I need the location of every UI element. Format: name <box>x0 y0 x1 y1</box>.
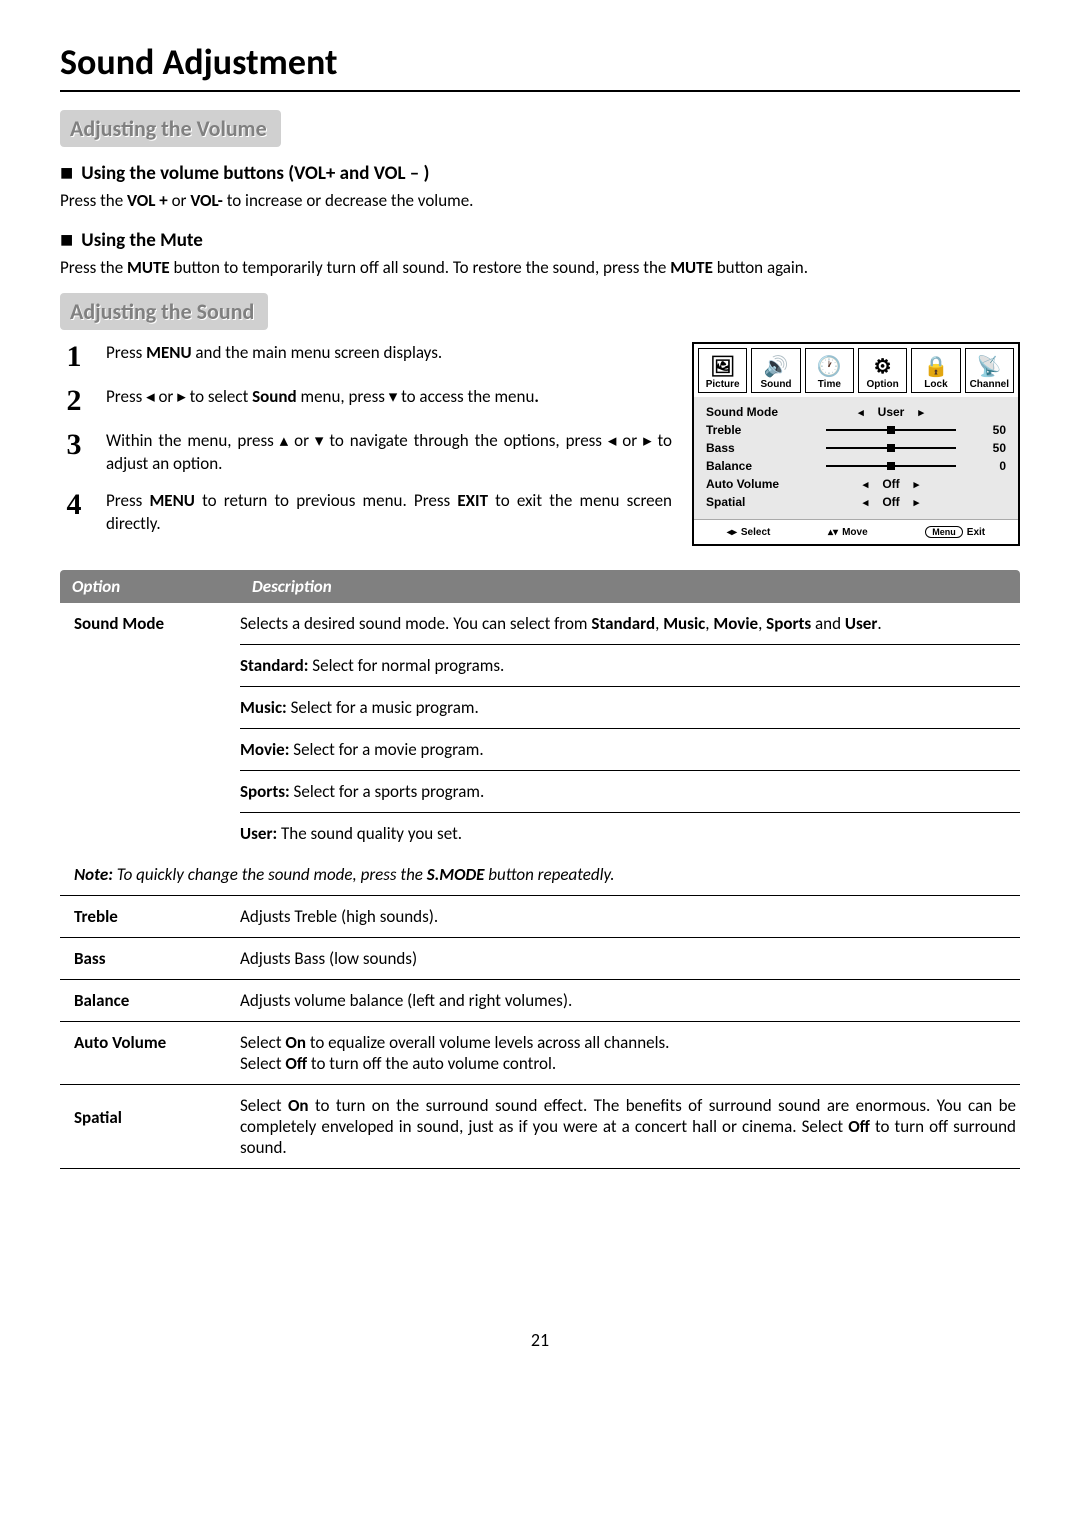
osd-tab-time: 🕐Time <box>805 348 854 393</box>
osd-row-sound-mode: Sound Mode◂User▸ <box>706 403 1006 421</box>
section-heading-sound: Adjusting the Sound <box>60 293 268 330</box>
sound-mode-sub: Sports: Select for a sports program. <box>240 771 1020 813</box>
osd-row-treble: Treble50 <box>706 421 1006 439</box>
lock-icon: 🔒 <box>912 353 959 379</box>
osd-tab-option: ⚙Option <box>858 348 907 393</box>
osd-tab-sound: 🔊Sound <box>751 348 800 393</box>
row-auto-volume: Auto Volume Select On to equalize overal… <box>60 1022 1020 1085</box>
osd-tab-lock: 🔒Lock <box>911 348 960 393</box>
time-icon: 🕐 <box>806 353 853 379</box>
osd-row-auto-volume: Auto Volume◂Off▸ <box>706 475 1006 493</box>
osd-row-bass: Bass50 <box>706 439 1006 457</box>
osd-row-balance: Balance0 <box>706 457 1006 475</box>
table-header: Option Description <box>60 570 1020 603</box>
options-table: Option Description Sound Mode Selects a … <box>60 570 1020 1169</box>
osd-screenshot: 🖼Picture🔊Sound🕐Time⚙Option🔒Lock📡Channel … <box>692 342 1020 546</box>
sound-mode-desc: Selects a desired sound mode. You can se… <box>240 603 1020 645</box>
page-number: 21 <box>60 1329 1020 1351</box>
row-sound-mode: Sound Mode Selects a desired sound mode.… <box>60 603 1020 854</box>
volume-buttons-text: Press the VOL + or VOL- to increase or d… <box>60 190 1020 212</box>
main-title: Sound Adjustment <box>60 40 1020 92</box>
sound-mode-sub: User: The sound quality you set. <box>240 813 1020 854</box>
sound-mode-sub: Standard: Select for normal programs. <box>240 645 1020 687</box>
osd-tab-picture: 🖼Picture <box>698 348 747 393</box>
option-icon: ⚙ <box>859 353 906 379</box>
osd-row-spatial: Spatial◂Off▸ <box>706 493 1006 511</box>
osd-footer: ◂▸Select ▴▾Move MenuExit <box>694 519 1018 544</box>
lr-icon: ◂▸ <box>727 527 737 538</box>
note-row: Note: To quickly change the sound mode, … <box>60 854 1020 896</box>
row-bass: BassAdjusts Bass (low sounds) <box>60 938 1020 980</box>
subheading-volume-buttons: Using the volume buttons (VOL+ and VOL –… <box>60 159 1020 186</box>
step-item: 1Press MENU and the main menu screen dis… <box>60 342 672 372</box>
step-item: 4Press MENU to return to previous menu. … <box>60 490 672 536</box>
menu-pill: Menu <box>925 526 963 538</box>
picture-icon: 🖼 <box>699 353 746 379</box>
osd-tab-channel: 📡Channel <box>965 348 1014 393</box>
ud-icon: ▴▾ <box>828 527 838 538</box>
row-spatial: Spatial Select On to turn on the surroun… <box>60 1085 1020 1169</box>
channel-icon: 📡 <box>966 353 1013 379</box>
subheading-mute: Using the Mute <box>60 226 1020 253</box>
row-treble: TrebleAdjusts Treble (high sounds). <box>60 896 1020 938</box>
step-item: 2Press ◂ or ▸ to select Sound menu, pres… <box>60 386 672 416</box>
sound-mode-sub: Movie: Select for a movie program. <box>240 729 1020 771</box>
mute-text: Press the MUTE button to temporarily tur… <box>60 257 1020 279</box>
step-item: 3Within the menu, press ▴ or ▾ to naviga… <box>60 430 672 476</box>
sound-mode-sub: Music: Select for a music program. <box>240 687 1020 729</box>
sound-icon: 🔊 <box>752 353 799 379</box>
section-heading-volume: Adjusting the Volume <box>60 110 281 147</box>
steps-list: 1Press MENU and the main menu screen dis… <box>60 342 672 536</box>
row-balance: BalanceAdjusts volume balance (left and … <box>60 980 1020 1022</box>
